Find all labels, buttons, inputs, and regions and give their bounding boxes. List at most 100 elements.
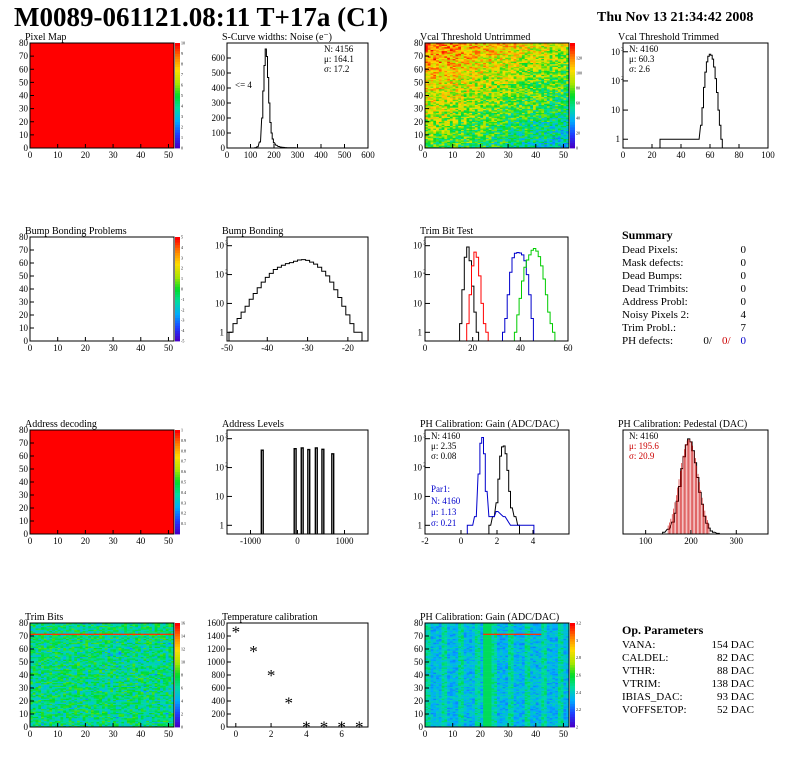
vcal-untrimmed-cell (455, 45, 459, 48)
vcal-untrimmed-cell (444, 48, 448, 50)
vcal-untrimmed-cell (447, 125, 451, 128)
vcal-untrimmed-cell (447, 81, 451, 83)
vcal-untrimmed-cell (452, 99, 456, 102)
ph-pedestal-title: PH Calibration: Pedestal (DAC) (618, 419, 747, 430)
pixel-map-xtick-label: 50 (164, 150, 174, 160)
vcal-untrimmed-cell (452, 129, 456, 132)
vcal-untrimmed-cell (452, 136, 456, 138)
vcal-untrimmed-cell (449, 54, 453, 57)
vcal-untrimmed-cell (455, 129, 459, 132)
vcal-untrimmed-cell (433, 140, 437, 142)
vcal-untrimmed-cell (433, 53, 437, 56)
vcal-untrimmed-cell (449, 66, 453, 69)
vcal-untrimmed-cell (427, 108, 431, 111)
scurve-noise-xtick-label: 100 (244, 150, 258, 160)
vcal-untrimmed-cell (441, 100, 445, 103)
vcal-untrimmed-cell (455, 49, 459, 52)
vcal-untrimmed-cell (427, 44, 431, 46)
vcal-untrimmed-cell (447, 129, 451, 132)
vcal-untrimmed-cell (441, 144, 445, 146)
vcal-untrimmed-cell (449, 56, 453, 58)
vcal-untrimmed-cell (452, 144, 456, 146)
vcal-untrimmed-cell (452, 70, 456, 73)
vcal-untrimmed-cell (436, 87, 440, 90)
vcal-untrimmed-cell (436, 48, 440, 50)
vcal-untrimmed-cell (436, 44, 440, 46)
vcal-untrimmed-cell (425, 106, 429, 108)
vcal-untrimmed-cell (436, 53, 440, 56)
vcal-untrimmed-cell (436, 124, 440, 126)
vcal-untrimmed-cell (452, 66, 456, 69)
vcal-untrimmed-cell (444, 66, 448, 69)
vcal-untrimmed-cell (438, 127, 442, 129)
vcal-untrimmed-cell (425, 100, 429, 103)
vcal-untrimmed-cell (455, 100, 459, 103)
vcal-untrimmed-cell (430, 137, 434, 140)
vcal-untrimmed-cell (455, 50, 459, 53)
vcal-untrimmed-cell (455, 138, 459, 141)
vcal-untrimmed-cell (425, 128, 429, 130)
vcal-untrimmed-cell (433, 109, 437, 112)
vcal-untrimmed-cell (436, 132, 440, 134)
vcal-untrimmed-cell (447, 111, 451, 113)
vcal-untrimmed-cell (449, 43, 453, 45)
vcal-untrimmed-cell (438, 78, 442, 81)
vcal-untrimmed-cell (438, 87, 442, 90)
vcal-untrimmed-cell (444, 112, 448, 115)
vcal-untrimmed-cell (455, 53, 459, 56)
vcal-untrimmed-cell (452, 45, 456, 48)
vcal-untrimmed-cell (449, 123, 453, 125)
vcal-untrimmed-cell (427, 79, 431, 82)
vcal-untrimmed-cell (444, 98, 448, 100)
vcal-untrimmed-cell (455, 60, 459, 62)
vcal-untrimmed-cell (427, 134, 431, 137)
vcal-untrimmed-cell (447, 45, 451, 48)
vcal-untrimmed-cell (444, 82, 448, 84)
vcal-untrimmed-cell (433, 44, 437, 46)
vcal-untrimmed-cell (447, 115, 451, 117)
pixel-map-xtick-label: 0 (28, 150, 33, 160)
vcal-untrimmed-cell (436, 133, 440, 136)
vcal-untrimmed-cell (438, 67, 442, 70)
pixel-map-palette-cell (175, 61, 180, 65)
vcal-untrimmed-cell (444, 54, 448, 57)
vcal-untrimmed-cell (455, 116, 459, 119)
vcal-untrimmed-cell (425, 132, 429, 134)
pixel-map-fill (30, 43, 174, 148)
scurve-noise-stat-mu: μ: 164.1 (324, 54, 354, 64)
vcal-untrimmed-cell (427, 83, 431, 86)
vcal-untrimmed-cell (449, 86, 453, 88)
vcal-untrimmed-cell (427, 98, 431, 100)
vcal-untrimmed-cell (430, 133, 434, 136)
vcal-untrimmed-cell (433, 90, 437, 92)
vcal-untrimmed-cell (436, 94, 440, 96)
vcal-untrimmed-cell (449, 111, 453, 113)
vcal-untrimmed-cell (452, 75, 456, 78)
vcal-untrimmed-cell (436, 83, 440, 86)
vcal-untrimmed-cell (430, 53, 434, 56)
vcal-untrimmed-cell (447, 75, 451, 78)
vcal-untrimmed-cell (447, 79, 451, 82)
vcal-untrimmed-cell (447, 108, 451, 111)
vcal-untrimmed-cell (441, 88, 445, 91)
vcal-untrimmed-cell (430, 64, 434, 66)
vcal-untrimmed-cell (433, 64, 437, 66)
vcal-untrimmed-cell (438, 137, 442, 140)
vcal-untrimmed-cell (455, 127, 459, 129)
vcal-untrimmed-cell (447, 70, 451, 73)
vcal-untrimmed-cell (449, 104, 453, 107)
vcal-untrimmed-cell (449, 94, 453, 96)
vcal-untrimmed-cell (433, 94, 437, 96)
vcal-untrimmed-cell (455, 134, 459, 137)
vcal-untrimmed-cell (438, 128, 442, 130)
vcal-untrimmed-cell (433, 107, 437, 109)
vcal-untrimmed-cell (449, 92, 453, 95)
vcal-untrimmed-cell (447, 64, 451, 66)
vcal-untrimmed-cell (452, 92, 456, 95)
vcal-untrimmed-cell (452, 61, 456, 63)
vcal-untrimmed-cell (438, 146, 442, 149)
pixel-map-palette-tick: 1 (181, 135, 183, 140)
vcal-untrimmed-cell (455, 128, 459, 130)
vcal-untrimmed-cell (438, 65, 442, 67)
vcal-untrimmed-cell (447, 90, 451, 92)
